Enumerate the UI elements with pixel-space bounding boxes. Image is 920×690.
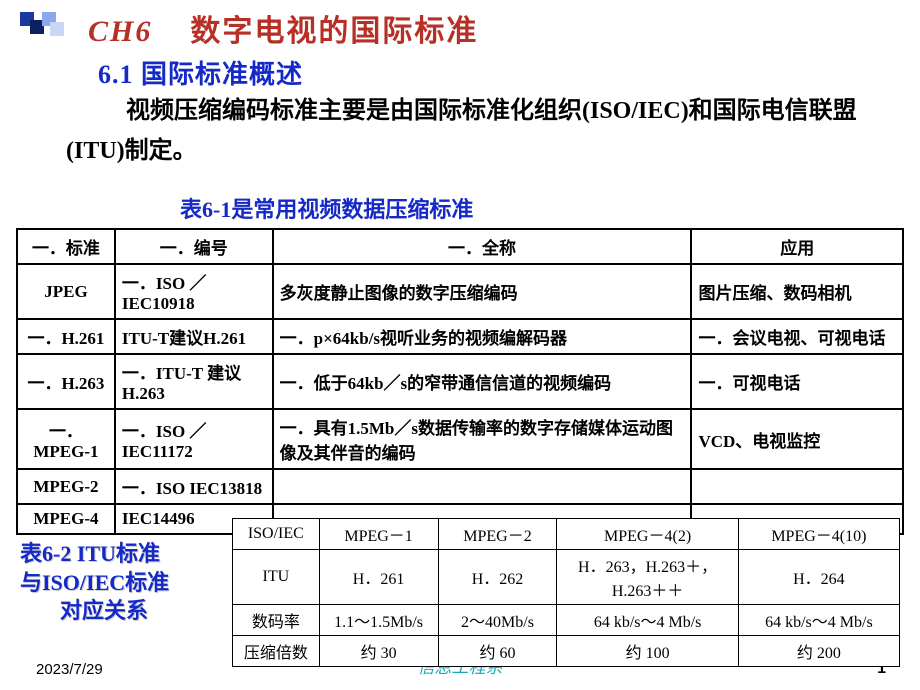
table-row: 一．MPEG-1 一．ISO ／ IEC11172 一．具有1.5Mb／s数据传… (17, 409, 903, 469)
table-row: ISO/IEC MPEG－1 MPEG－2 MPEG－4(2) MPEG－4(1… (233, 519, 900, 550)
intro-paragraph: 视频压缩编码标准主要是由国际标准化组织(ISO/IEC)和国际电信联盟(ITU)… (66, 92, 870, 171)
table-header-row: 一．标准 一．编号 一．全称 应用 (17, 229, 903, 264)
table-row: MPEG-2 一．ISO IEC13818 (17, 469, 903, 504)
table2-caption: 表6-2 ITU标准 与ISO/IEC标准 对应关系 (20, 540, 169, 626)
th-standard: 一．标准 (17, 229, 115, 264)
table-row: JPEG 一．ISO ／ IEC10918 多灰度静止图像的数字压缩编码 图片压… (17, 264, 903, 319)
th-application: 应用 (691, 229, 903, 264)
th-fullname: 一．全称 (273, 229, 692, 264)
table-row: 一．H.263 一．ITU-T 建议H.263 一．低于64kb／s的窄带通信信… (17, 354, 903, 409)
chapter-text: 数字电视的国际标准 (190, 15, 478, 48)
table-row: 压缩倍数 约 30 约 60 约 100 约 200 (233, 636, 900, 667)
table-row: 一．H.261 ITU-T建议H.261 一．p×64kb/s视听业务的视频编解… (17, 319, 903, 354)
standards-table: 一．标准 一．编号 一．全称 应用 JPEG 一．ISO ／ IEC10918 … (16, 228, 904, 535)
section-title: 6.1 国际标准概述 (98, 54, 303, 91)
chapter-title: CH6 数字电视的国际标准 (88, 6, 478, 50)
chapter-prefix: CH6 (88, 15, 152, 48)
table-row: ITU H．261 H．262 H．263，H.263＋，H.263＋＋ H．2… (233, 550, 900, 605)
slide-decoration-icon (20, 12, 70, 38)
table1-caption: 表6-1是常用视频数据压缩标准 (180, 192, 473, 224)
table-row: 数码率 1.1～1.5Mb/s 2～40Mb/s 64 kb/s～4 Mb/s … (233, 605, 900, 636)
correspondence-table: ISO/IEC MPEG－1 MPEG－2 MPEG－4(2) MPEG－4(1… (232, 518, 900, 667)
th-number: 一．编号 (115, 229, 273, 264)
